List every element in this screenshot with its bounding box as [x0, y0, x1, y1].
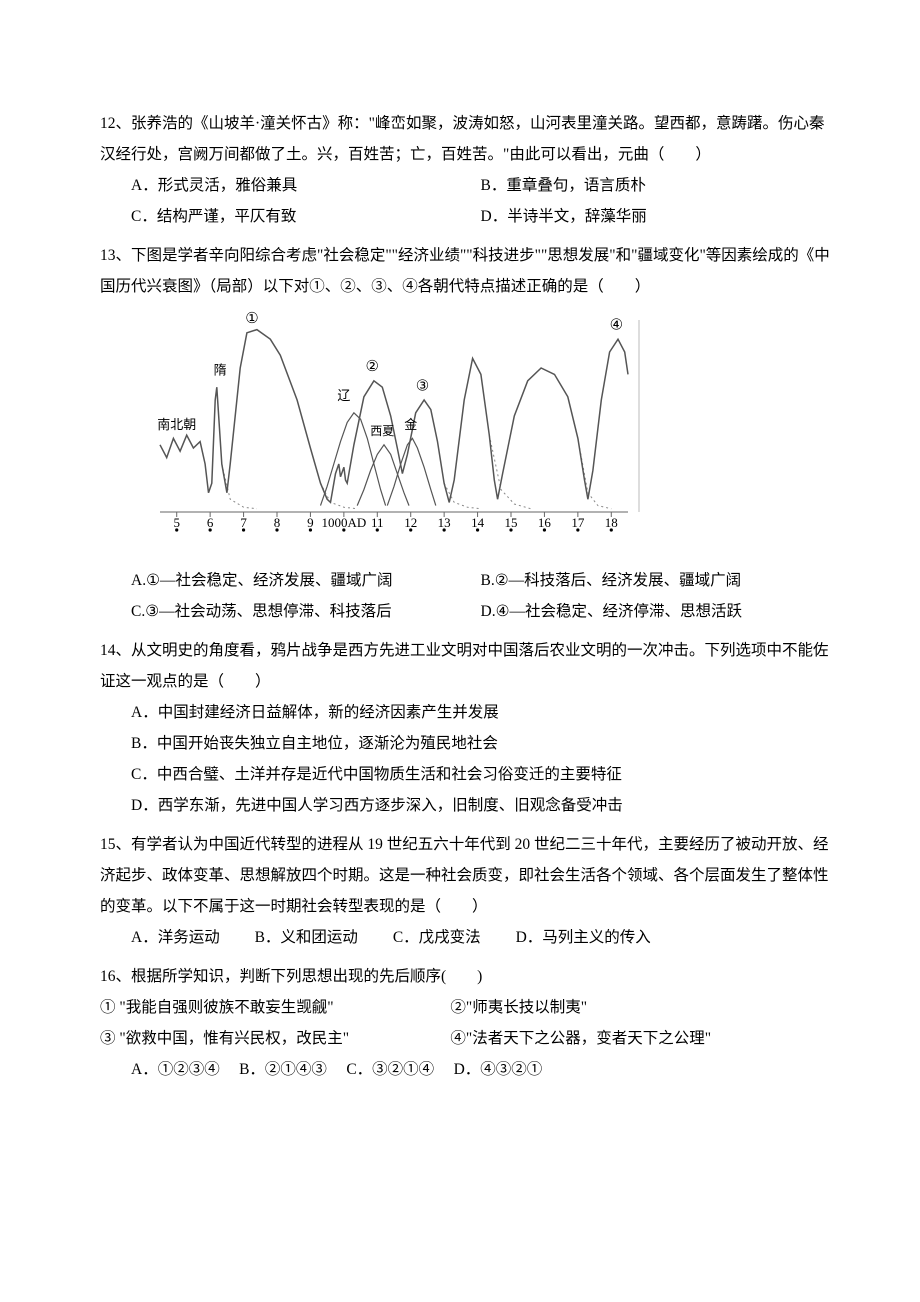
q15-opt-d: D．马列主义的传入: [516, 929, 651, 946]
svg-text:隋: 隋: [214, 362, 227, 377]
svg-text:12: 12: [404, 515, 417, 530]
svg-text:1000AD: 1000AD: [321, 515, 366, 530]
q15-opt-a: A．洋务运动: [131, 929, 220, 946]
q14-stem: 14、从文明史的角度看，鸦片战争是西方先进工业文明对中国落后农业文明的一次冲击。…: [100, 635, 830, 697]
svg-text:6: 6: [207, 515, 214, 530]
q16-stem: 16、根据所学知识，判断下列思想出现的先后顺序( ): [100, 961, 830, 992]
svg-text:南北朝: 南北朝: [157, 417, 196, 432]
q12-options: A．形式灵活，雅俗兼具 B．重章叠句，语言质朴 C．结构严谨，平仄有致 D．半诗…: [131, 170, 830, 232]
q13-opt-b: B.②—科技落后、经济发展、疆域广阔: [481, 565, 831, 596]
svg-text:西夏: 西夏: [370, 424, 394, 438]
question-12: 12、张养浩的《山坡羊·潼关怀古》称："峰峦如聚，波涛如怒，山河表里潼关路。望西…: [100, 108, 830, 232]
q12-opt-d: D．半诗半文，辞藻华丽: [481, 201, 831, 232]
q15-opt-c: C．戊戌变法: [393, 929, 481, 946]
svg-text:③: ③: [416, 378, 429, 394]
q13-opt-a: A.①—社会稳定、经济发展、疆域广阔: [131, 565, 481, 596]
q16-opt-c: C．③②①④: [346, 1061, 434, 1078]
svg-text:14: 14: [471, 515, 485, 530]
svg-text:④: ④: [610, 318, 623, 334]
q14-opt-d: D．西学东渐，先进中国人学习西方逐步深入，旧制度、旧观念备受冲击: [131, 790, 830, 821]
q12-stem: 12、张养浩的《山坡羊·潼关怀古》称："峰峦如聚，波涛如怒，山河表里潼关路。望西…: [100, 108, 830, 170]
question-16: 16、根据所学知识，判断下列思想出现的先后顺序( ) ① "我能自强则彼族不敢妄…: [100, 961, 830, 1085]
svg-text:15: 15: [505, 515, 518, 530]
q16-opt-b: B．②①④③: [239, 1061, 327, 1078]
svg-text:16: 16: [538, 515, 552, 530]
svg-text:8: 8: [274, 515, 281, 530]
svg-text:18: 18: [605, 515, 618, 530]
q12-opt-c: C．结构严谨，平仄有致: [131, 201, 481, 232]
q16-s1: ① "我能自强则彼族不敢妄生觊觎": [100, 992, 450, 1023]
q16-s3: ③ "欲救中国，惟有兴民权，改民主": [100, 1023, 450, 1054]
question-13: 13、下图是学者辛向阳综合考虑"社会稳定""经济业绩""科技进步""思想发展"和…: [100, 240, 830, 627]
q13-stem: 13、下图是学者辛向阳综合考虑"社会稳定""经济业绩""科技进步""思想发展"和…: [100, 240, 830, 302]
q15-opt-b: B．义和团运动: [255, 929, 358, 946]
q14-opt-a: A．中国封建经济日益解体，新的经济因素产生并发展: [131, 697, 830, 728]
q13-options: A.①—社会稳定、经济发展、疆域广阔 B.②—科技落后、经济发展、疆域广阔 C.…: [131, 565, 830, 627]
q16-s2: ②"师夷长技以制夷": [450, 992, 830, 1023]
dynasty-chart-wrap: 5 6 7 8 9 1000AD 11 12 13 14 15 16 17 18 南北朝 隋辽西夏金 ① ② ③ ④: [140, 308, 830, 559]
svg-text:17: 17: [571, 515, 585, 530]
svg-text:7: 7: [240, 515, 247, 530]
svg-text:金: 金: [404, 417, 417, 432]
svg-text:辽: 辽: [337, 388, 350, 403]
svg-text:13: 13: [438, 515, 451, 530]
q16-options: A．①②③④ B．②①④③ C．③②①④ D．④③②①: [131, 1054, 830, 1085]
q16-opt-a: A．①②③④: [131, 1061, 220, 1078]
q14-options: A．中国封建经济日益解体，新的经济因素产生并发展 B．中国开始丧失独立自主地位，…: [131, 697, 830, 821]
q13-opt-d: D.④—社会稳定、经济停滞、思想活跃: [481, 596, 831, 627]
svg-text:5: 5: [173, 515, 180, 530]
svg-text:11: 11: [371, 515, 384, 530]
q15-options: A．洋务运动 B．义和团运动 C．戊戌变法 D．马列主义的传入: [131, 922, 830, 953]
svg-text:9: 9: [307, 515, 314, 530]
dynasty-chart: 5 6 7 8 9 1000AD 11 12 13 14 15 16 17 18 南北朝 隋辽西夏金 ① ② ③ ④: [140, 308, 640, 548]
q16-opt-d: D．④③②①: [454, 1061, 543, 1078]
q16-s4: ④"法者天下之公器，变者天下之公理": [450, 1023, 830, 1054]
question-15: 15、有学者认为中国近代转型的进程从 19 世纪五六十年代到 20 世纪二三十年…: [100, 829, 830, 953]
q12-opt-a: A．形式灵活，雅俗兼具: [131, 170, 481, 201]
q14-opt-c: C．中西合璧、土洋并存是近代中国物质生活和社会习俗变迁的主要特征: [131, 759, 830, 790]
q16-statements: ① "我能自强则彼族不敢妄生觊觎" ②"师夷长技以制夷" ③ "欲救中国，惟有兴…: [100, 992, 830, 1054]
svg-text:①: ①: [245, 311, 258, 327]
q13-opt-c: C.③—社会动荡、思想停滞、科技落后: [131, 596, 481, 627]
question-14: 14、从文明史的角度看，鸦片战争是西方先进工业文明对中国落后农业文明的一次冲击。…: [100, 635, 830, 821]
svg-text:②: ②: [366, 359, 379, 375]
q15-stem: 15、有学者认为中国近代转型的进程从 19 世纪五六十年代到 20 世纪二三十年…: [100, 829, 830, 922]
q12-opt-b: B．重章叠句，语言质朴: [481, 170, 831, 201]
q14-opt-b: B．中国开始丧失独立自主地位，逐渐沦为殖民地社会: [131, 728, 830, 759]
